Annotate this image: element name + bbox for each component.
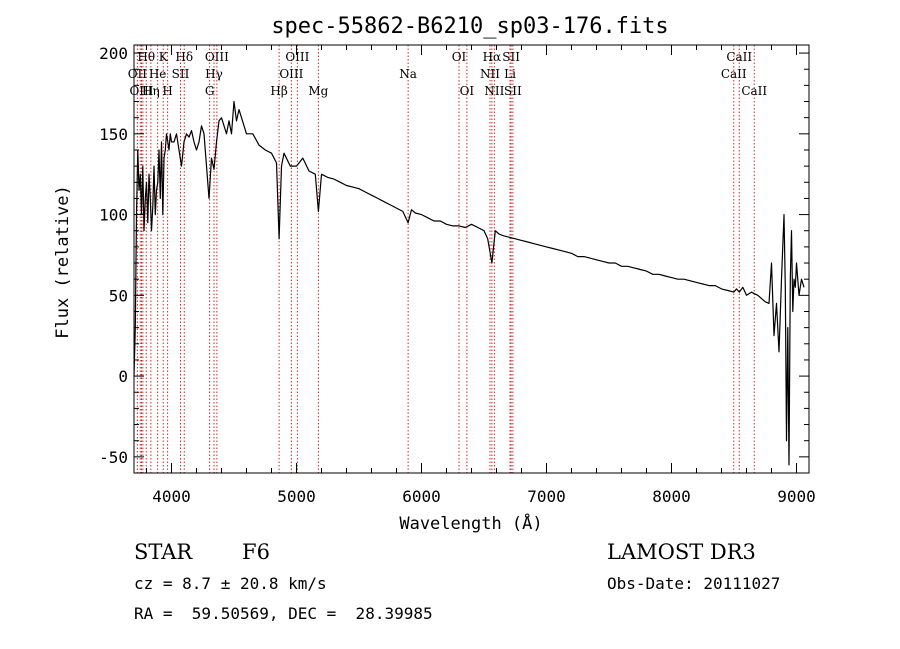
x-axis-label: Wavelength (Å) [399,512,542,534]
spectral-line-label: K [159,50,169,64]
y-axis-ticks: -50 0 50 100 150 200 [99,44,809,467]
y-tick-label: 200 [99,44,128,63]
spectral-line-label: Mg [308,84,328,98]
x-tick-label: 5000 [277,487,316,506]
spectral-line-label: OIII [205,50,229,64]
y-axis-label: Flux (relative) [53,185,73,339]
spectral-line-label: OI [460,84,475,98]
flux-line [133,100,805,466]
y-tick-label: -50 [99,448,128,467]
spectral-line-label: NII [484,84,504,98]
spectral-line-label: OII [128,67,148,81]
y-tick-label: 100 [99,206,128,225]
x-tick-label: 6000 [402,487,441,506]
observation-date: Obs-Date: 20111027 [607,574,781,593]
spectral-line-label: Li [504,67,516,81]
spectral-line-label: Hβ [270,84,287,98]
y-tick-label: 50 [109,286,128,305]
spectral-line-label: CaII [721,67,747,81]
spectral-line-label: CaII [741,84,767,98]
y-tick-label: 0 [118,367,128,386]
object-subclass: F6 [242,540,270,564]
object-class: STAR [134,540,193,564]
spectral-line-label: Hγ [205,67,223,81]
spectral-line-label: Hη [142,84,160,98]
spectral-line-label: Hα [483,50,502,64]
spectral-line-label: OIII [285,50,309,64]
spectral-line-label: Na [399,67,417,81]
y-tick-label: 150 [99,125,128,144]
spectral-line-label: SII [502,50,520,64]
spectral-line-label: OIII [129,84,153,98]
spectral-line-label: He [149,67,167,81]
flux-series [133,100,805,466]
x-axis-ticks: 4000 5000 6000 7000 8000 9000 [146,45,816,506]
x-tick-label: 8000 [652,487,691,506]
chart-title: spec-55862-B6210_sp03-176.fits [271,14,668,39]
spectral-line-markers [136,45,755,473]
x-tick-label: 4000 [152,487,191,506]
spectral-line-label: OIII [279,67,303,81]
spectral-line-label: H [162,84,172,98]
spectral-line-label: Hθ [137,50,155,64]
spectral-line-label: SII [172,67,190,81]
spectral-line-label: SII [504,84,522,98]
spectral-line-label: CaII [726,50,752,64]
x-tick-label: 9000 [777,487,816,506]
spectral-line-label: OI [452,50,467,64]
sky-coordinates: RA = 59.50569, DEC = 28.39985 [134,604,433,623]
spectral-line-label: NII [480,67,500,81]
survey-name: LAMOST DR3 [607,540,756,564]
x-tick-label: 7000 [527,487,566,506]
spectral-line-label: Hδ [175,50,193,64]
redshift-velocity: cz = 8.7 ± 20.8 km/s [134,574,327,593]
spectral-line-label: G [205,84,215,98]
